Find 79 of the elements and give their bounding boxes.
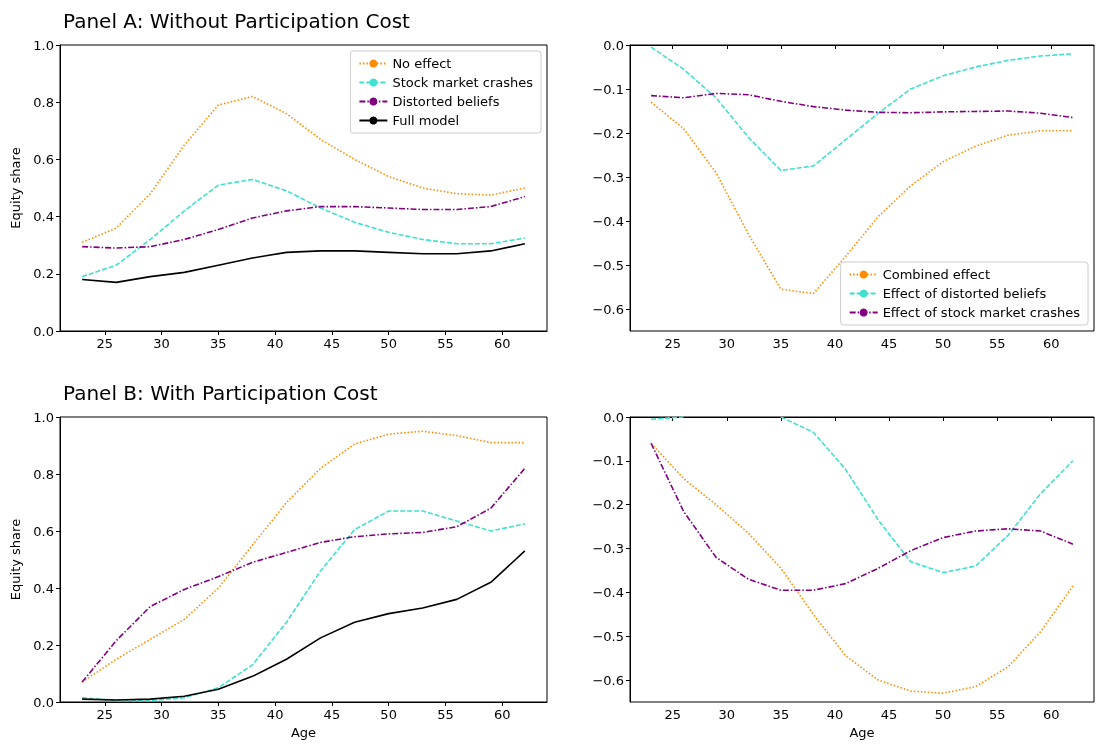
x-axis-title: Age	[849, 725, 875, 740]
y-tick-label: 0.8	[33, 94, 54, 110]
y-tick-label: −0.5	[592, 257, 624, 273]
y-tick-label: 1.0	[33, 37, 54, 53]
legend-label: Full model	[392, 113, 460, 128]
x-tick-label: 50	[380, 336, 397, 351]
y-tick-label: 0.0	[33, 323, 54, 339]
x-tick-label: 40	[826, 707, 844, 722]
x-tick-label: 60	[493, 707, 511, 722]
legend-label: Stock market crashes	[392, 75, 534, 90]
x-tick-label: 60	[1043, 336, 1060, 351]
chart-title: Panel B: With Participation Cost	[63, 381, 378, 405]
line-series	[81, 510, 526, 702]
x-tick-label: 60	[493, 336, 511, 351]
x-tick-label: 40	[266, 707, 284, 722]
x-tick-label: 35	[772, 707, 790, 722]
x-tick-label: 25	[664, 707, 681, 722]
y-tick-label: −0.2	[592, 125, 624, 141]
y-tick-label: −0.3	[592, 541, 624, 557]
x-tick-label: 45	[880, 336, 898, 351]
y-tick-label: −0.6	[592, 301, 624, 317]
y-tick-label: 0.2	[33, 266, 54, 282]
x-tick-label: 55	[437, 336, 454, 351]
x-tick-label: 30	[153, 707, 170, 722]
y-tick-label: 0.4	[33, 580, 54, 596]
y-tick-label: −0.4	[592, 584, 624, 600]
y-tick-label: −0.4	[592, 213, 624, 229]
y-tick-label: −0.2	[592, 497, 624, 513]
x-tick-label: 55	[988, 336, 1006, 351]
y-tick-label: −0.1	[592, 453, 624, 469]
line-series	[81, 95, 526, 244]
x-tick-label: 55	[437, 707, 454, 722]
x-tick-label: 35	[210, 707, 227, 722]
x-tick-label: 40	[266, 336, 284, 351]
y-tick-label: 0.0	[33, 694, 54, 710]
x-tick-label: 45	[323, 336, 341, 351]
line-series	[81, 195, 526, 249]
x-tick-label: 35	[210, 336, 227, 351]
y-tick-label: 0.6	[33, 523, 54, 539]
x-tick-label: 50	[934, 707, 952, 722]
y-tick-label: −0.3	[592, 169, 624, 185]
y-tick-label: 0.2	[33, 637, 54, 653]
legend-label: Distorted beliefs	[392, 94, 500, 109]
line-series	[81, 178, 526, 278]
x-tick-label: 55	[988, 707, 1006, 722]
x-tick-label: 50	[380, 707, 397, 722]
line-series	[650, 92, 1074, 119]
y-tick-label: −0.6	[592, 672, 624, 688]
x-tick-label: 50	[934, 336, 952, 351]
y-axis-title: Equity share	[8, 147, 23, 229]
line-series	[81, 242, 526, 284]
x-tick-label: 25	[664, 336, 681, 351]
legend-label: Combined effect	[882, 267, 991, 282]
legend-label: Effect of distorted beliefs	[882, 286, 1047, 301]
x-axis-title: Age	[290, 725, 317, 740]
y-tick-label: 0.6	[33, 151, 54, 167]
y-tick-label: 0.0	[603, 37, 624, 53]
chart-title: Panel A: Without Participation Cost	[63, 9, 411, 33]
line-series	[650, 46, 1074, 172]
y-tick-label: −0.5	[592, 628, 624, 644]
line-series	[650, 442, 1074, 591]
y-tick-label: 1.0	[33, 409, 54, 425]
y-tick-label: 0.4	[33, 209, 54, 225]
x-tick-label: 25	[96, 707, 114, 722]
x-tick-label: 30	[718, 336, 736, 351]
y-axis-title: Equity share	[8, 518, 23, 601]
x-tick-label: 45	[880, 707, 898, 722]
y-tick-label: −0.1	[592, 81, 624, 97]
legend-label: Effect of stock market crashes	[882, 305, 1081, 320]
x-tick-label: 30	[153, 336, 170, 351]
x-tick-label: 35	[772, 336, 790, 351]
x-tick-label: 60	[1043, 707, 1060, 722]
x-tick-label: 25	[96, 336, 114, 351]
y-tick-label: 0.8	[33, 466, 54, 482]
x-tick-label: 45	[323, 707, 341, 722]
x-tick-label: 40	[826, 336, 844, 351]
x-tick-label: 30	[718, 707, 736, 722]
legend-label: No effect	[392, 56, 452, 71]
y-tick-label: 0.0	[603, 409, 624, 425]
